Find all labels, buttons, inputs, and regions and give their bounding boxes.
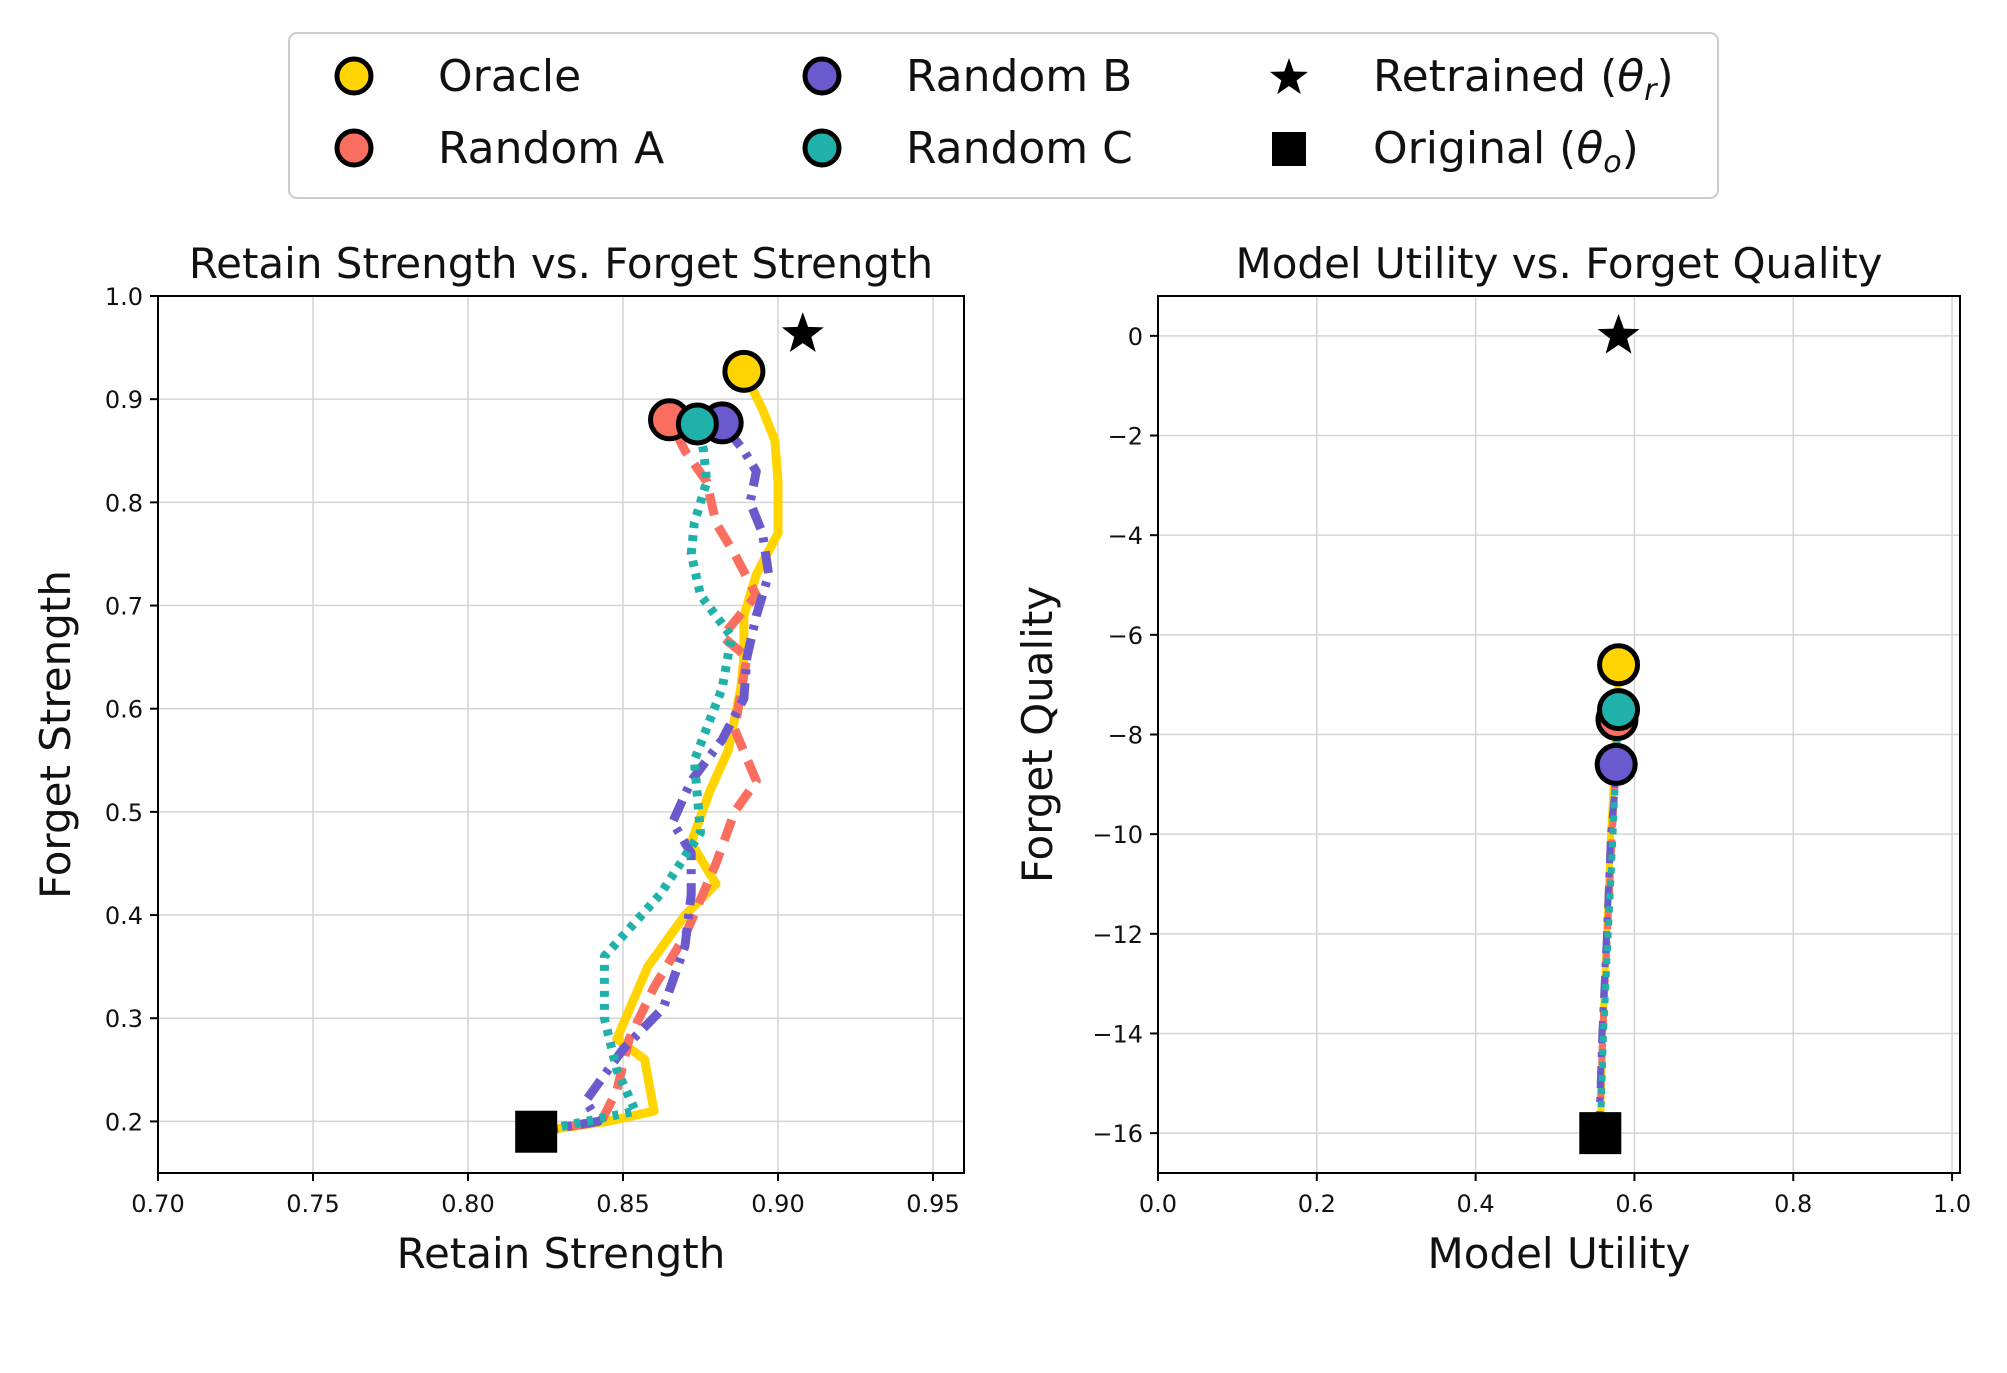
chart-2-x-tick-label: 1.0 xyxy=(1933,1190,1971,1218)
chart-1-y-tick-label: 0.2 xyxy=(105,1108,143,1136)
legend-random-c-circle-marker xyxy=(802,128,842,168)
legend-label-random-a: Random A xyxy=(438,123,664,174)
legend-oracle-circle-marker xyxy=(334,56,374,96)
chart-1-original-square-marker xyxy=(515,1110,558,1153)
chart-2-y-tick-label: −12 xyxy=(1092,921,1143,949)
legend-random-b-circle-marker xyxy=(802,56,842,96)
legend-label-random-b: Random B xyxy=(906,51,1132,102)
chart-2-x-tick-label: 0.6 xyxy=(1615,1190,1653,1218)
chart-2-retrained-star-marker xyxy=(1597,313,1640,354)
chart-2-x-axis-label: Model Utility xyxy=(1428,1229,1691,1278)
chart-1-y-tick-label: 0.9 xyxy=(105,386,143,414)
chart-1-y-tick-label: 0.7 xyxy=(105,593,143,621)
chart-1-y-tick-label: 0.8 xyxy=(105,489,143,517)
chart-2-y-tick-label: −14 xyxy=(1092,1020,1143,1048)
chart-1-x-tick-label: 0.75 xyxy=(286,1190,339,1218)
chart-1-title: Retain Strength vs. Forget Strength xyxy=(189,239,933,288)
legend-label-retrained-r: Retrained (θr) xyxy=(1373,51,1674,108)
chart-2-title: Model Utility vs. Forget Quality xyxy=(1235,239,1882,288)
chart-2-y-tick-label: −8 xyxy=(1108,722,1143,750)
chart-2-endpoint-random-b xyxy=(1594,742,1638,786)
chart-1-retrained-star-marker xyxy=(781,312,824,352)
chart-2-y-tick-label: −16 xyxy=(1092,1120,1143,1148)
legend-label-original-o: Original (θo) xyxy=(1373,123,1639,180)
chart-1-endpoint-random-c xyxy=(675,402,719,446)
legend-label-random-c: Random C xyxy=(906,123,1133,174)
chart-1-x-tick-label: 0.95 xyxy=(906,1190,959,1218)
chart-1-series-line-oracle xyxy=(535,369,783,1137)
chart-2-x-tick-label: 0.4 xyxy=(1457,1190,1495,1218)
chart-1-y-axis-label: Forget Strength xyxy=(31,570,80,899)
chart-1-axes-frame xyxy=(157,295,965,1174)
chart-1-y-tick-label: 1.0 xyxy=(105,283,143,311)
chart-1-x-tick-label: 0.80 xyxy=(441,1190,494,1218)
chart-2-y-tick-label: −2 xyxy=(1108,423,1143,451)
chart-1-y-tick-label: 0.5 xyxy=(105,799,143,827)
chart-2-endpoint-oracle xyxy=(1597,643,1641,687)
legend-frame xyxy=(288,32,1719,199)
chart-1-x-tick-label: 0.70 xyxy=(131,1190,184,1218)
legend-random-a-circle-marker xyxy=(334,128,374,168)
chart-1-x-tick-label: 0.85 xyxy=(596,1190,649,1218)
chart-2-y-axis-label: Forget Quality xyxy=(1013,586,1062,883)
chart-2-y-tick-label: −4 xyxy=(1108,522,1143,550)
chart-2-y-tick-label: −10 xyxy=(1092,821,1143,849)
chart-2-original-square-marker xyxy=(1579,1112,1622,1155)
chart-2-x-tick-label: 0.0 xyxy=(1139,1190,1177,1218)
legend-retrained-r-star-marker xyxy=(1269,58,1309,95)
chart-1-endpoint-oracle xyxy=(722,349,766,393)
chart-1-series-line-random-c xyxy=(535,422,736,1137)
chart-2-x-tick-label: 0.2 xyxy=(1298,1190,1336,1218)
chart-1-y-tick-label: 0.3 xyxy=(105,1005,143,1033)
chart-2-y-tick-label: −6 xyxy=(1108,622,1143,650)
chart-1-series-group xyxy=(535,369,783,1137)
legend-label-oracle: Oracle xyxy=(438,51,581,102)
plot-retain-vs-forget-strength: 0.70 0.75 0.80 0.85 0.90 0.95 0.2 0.3 0.4 0.5 0.6 0… xyxy=(31,239,965,1278)
chart-2-endpoint-random-c xyxy=(1597,688,1641,732)
chart-1-x-axis-label: Retain Strength xyxy=(397,1229,726,1278)
plot-utility-vs-forget-quality: 0.0 0.2 0.4 0.6 0.8 1.0 0 −2 −4 −6 −8 −10 −12 −14 −16 M… xyxy=(1013,239,1971,1278)
chart-2-y-tick-label: 0 xyxy=(1128,323,1143,351)
legend: Oracle Random A Random B Random C Retrained … xyxy=(288,32,1719,199)
chart-1-y-tick-label: 0.6 xyxy=(105,696,143,724)
chart-1-x-tick-label: 0.90 xyxy=(751,1190,804,1218)
chart-1-series-line-random-b xyxy=(535,420,774,1137)
chart-1-y-tick-label: 0.4 xyxy=(105,902,143,930)
legend-original-o-square-marker xyxy=(1272,132,1306,166)
chart-2-x-tick-label: 0.8 xyxy=(1774,1190,1812,1218)
